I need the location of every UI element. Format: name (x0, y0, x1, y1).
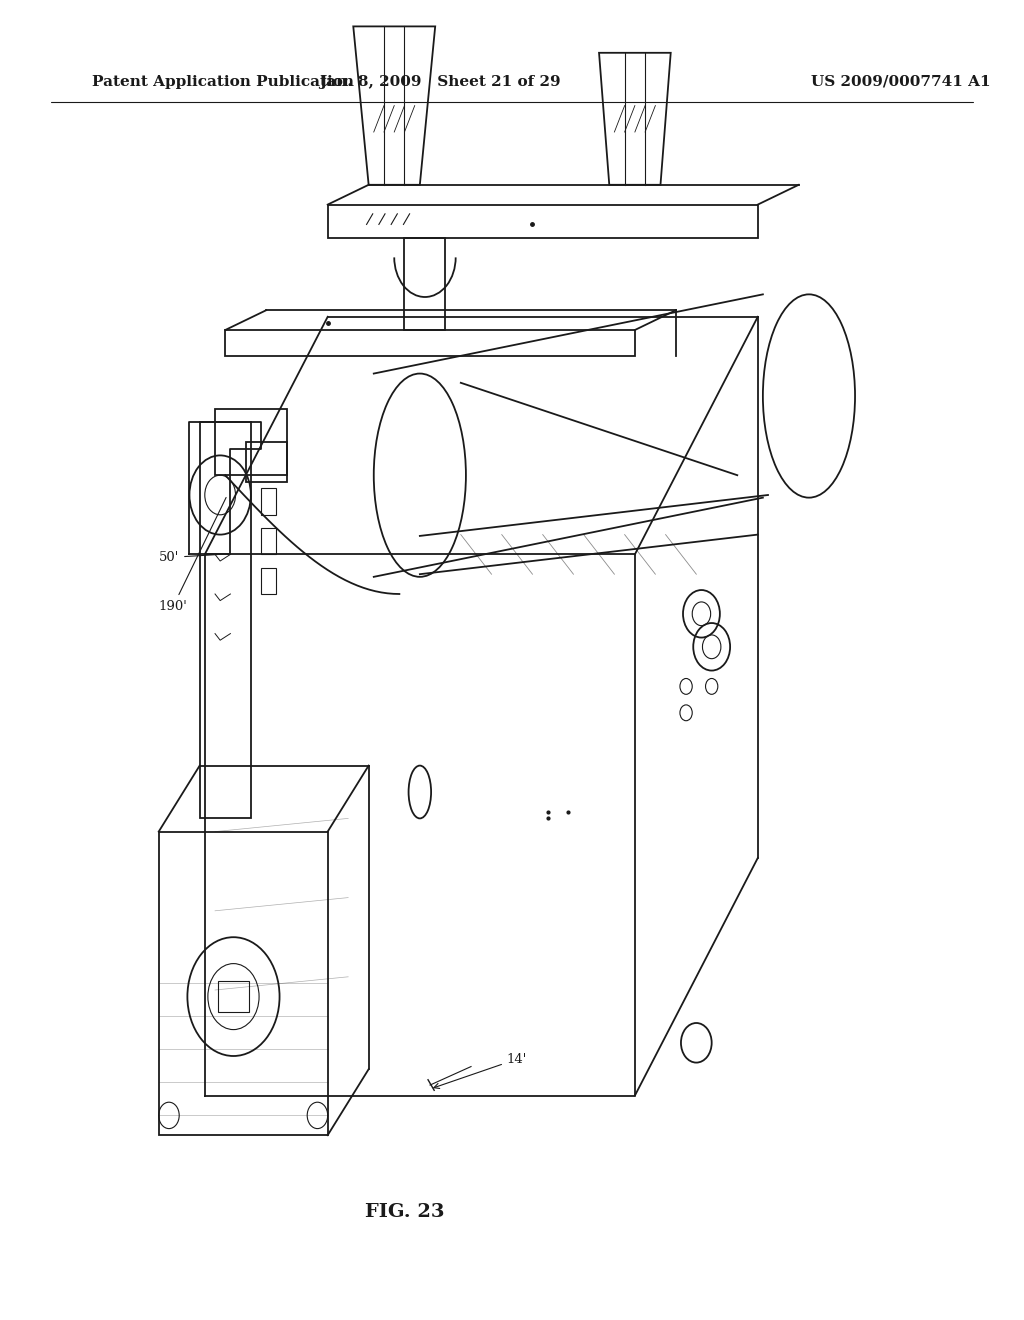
Text: Patent Application Publication: Patent Application Publication (92, 75, 354, 88)
Text: US 2009/0007741 A1: US 2009/0007741 A1 (811, 75, 991, 88)
Text: FIG. 23: FIG. 23 (365, 1203, 444, 1221)
Text: 50': 50' (159, 550, 217, 564)
Bar (159, 832, 328, 1135)
Text: Jan. 8, 2009   Sheet 21 of 29: Jan. 8, 2009 Sheet 21 of 29 (319, 75, 561, 88)
Bar (218, 981, 249, 1012)
Bar (215, 409, 287, 475)
Bar (246, 442, 287, 482)
Bar (261, 488, 276, 515)
Bar (261, 568, 276, 594)
Bar (225, 330, 635, 356)
Text: 190': 190' (159, 498, 226, 612)
Bar (328, 205, 758, 238)
Text: 14': 14' (434, 1052, 527, 1089)
Bar (200, 422, 251, 818)
Bar (261, 528, 276, 554)
Bar (404, 238, 445, 330)
